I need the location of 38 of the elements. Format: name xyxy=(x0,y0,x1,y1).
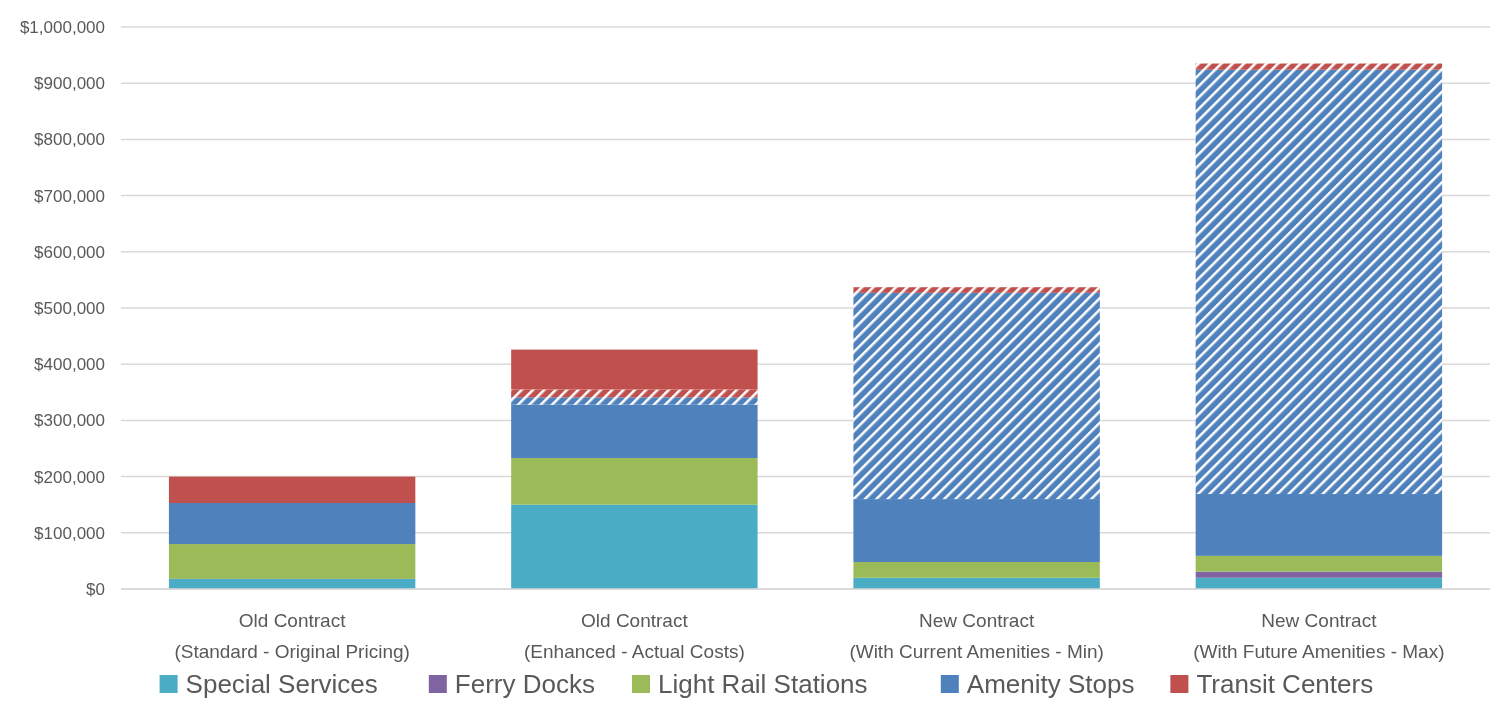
y-tick-label: $1,000,000 xyxy=(19,17,105,37)
x-tick-label: New Contract (With Future Amenities - Max) xyxy=(1193,610,1445,662)
bar xyxy=(511,404,758,459)
legend-label: Transit Centers xyxy=(1196,669,1374,700)
bar xyxy=(168,503,416,545)
x-tick-label: New Contract (With Current Amenities - Min) xyxy=(849,610,1104,662)
legend-label: Ferry Docks xyxy=(454,669,595,700)
bar xyxy=(853,499,1100,563)
bar xyxy=(853,292,1100,500)
bar xyxy=(511,397,758,405)
x-tick-label: Old Contract (Enhanced - Actual Costs) xyxy=(524,610,745,662)
bar xyxy=(1195,555,1443,572)
bar xyxy=(853,562,1100,578)
y-tick-label: $500,000 xyxy=(34,298,105,318)
bar xyxy=(1195,63,1443,70)
bar xyxy=(511,458,758,505)
bar xyxy=(511,389,758,398)
bar xyxy=(511,504,758,589)
x-tick-label: Old Contract (Standard - Original Pricing) xyxy=(174,610,410,662)
y-tick-label: $200,000 xyxy=(34,467,105,487)
bar xyxy=(511,349,758,390)
legend-label: Light Rail Stations xyxy=(658,669,868,700)
legend-label: Amenity Stops xyxy=(966,669,1135,700)
y-tick-label: $800,000 xyxy=(34,130,105,150)
bar xyxy=(853,287,1100,293)
bar xyxy=(1195,571,1443,578)
bar xyxy=(168,544,416,579)
y-tick-label: $400,000 xyxy=(34,355,105,375)
y-tick-label: $900,000 xyxy=(34,74,105,94)
y-tick-label: $100,000 xyxy=(34,523,105,543)
y-tick-label: $700,000 xyxy=(34,186,105,206)
bar xyxy=(1195,494,1443,556)
y-tick-label: $0 xyxy=(86,579,105,599)
y-tick-label: $300,000 xyxy=(34,411,105,431)
bar xyxy=(168,476,416,504)
bar xyxy=(1195,69,1443,495)
legend-label: Special Services xyxy=(185,669,378,700)
y-tick-label: $600,000 xyxy=(34,242,105,262)
